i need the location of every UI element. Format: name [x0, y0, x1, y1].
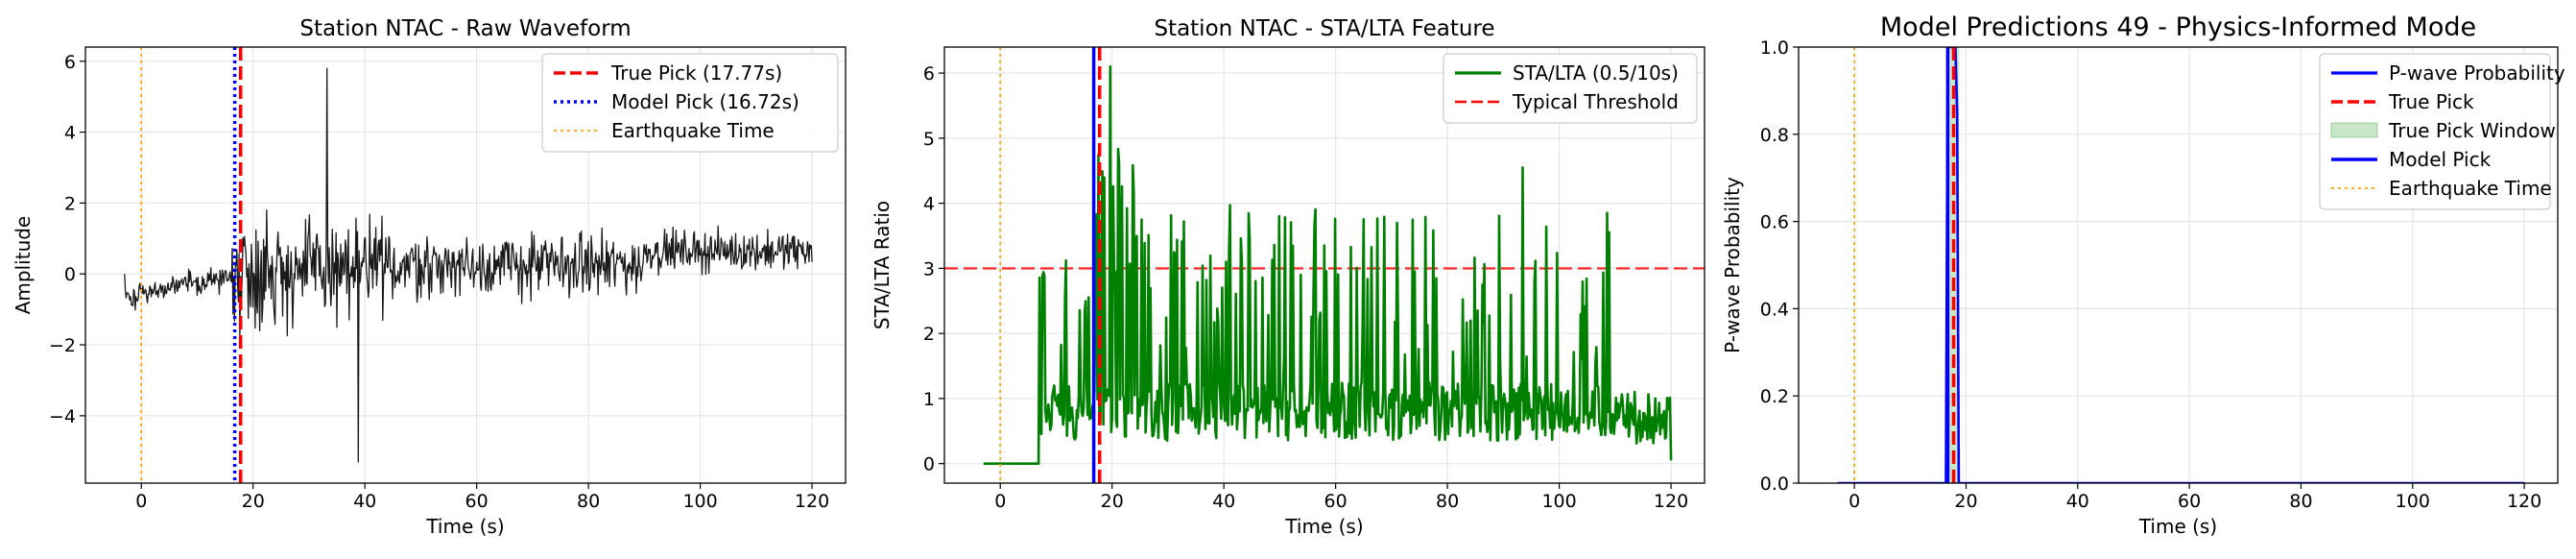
- x-axis-label: Time (s): [425, 515, 504, 538]
- sta-lta-panel: 0 20 40 60 80 100 120 0 1 2 3 4 5 6 Station NTAC - STA…: [871, 16, 1705, 538]
- waveform-panel: 0 20 40 60 80 100 120 −4 −2 0 2 4 6 Station NTAC - Ra…: [12, 16, 847, 538]
- y-tick-label: −4: [49, 406, 76, 427]
- y-tick-label: 0.6: [1760, 212, 1789, 233]
- legend-label: P-wave Probability: [2389, 61, 2565, 85]
- legend-label: Earthquake Time: [611, 119, 775, 142]
- axes-frame: [943, 46, 1705, 484]
- y-tick-label: 1.0: [1760, 37, 1789, 59]
- chart-title: Station NTAC - STA/LTA Feature: [1154, 16, 1494, 41]
- legend-swatch: [2330, 122, 2378, 138]
- legend-box: [541, 53, 839, 153]
- legend-label: Typical Threshold: [1512, 90, 1679, 113]
- y-tick-label: 5: [923, 129, 935, 150]
- x-tick-label: 0: [1849, 491, 1860, 512]
- legend-label: True Pick: [2388, 90, 2474, 113]
- y-tick-label: 6: [64, 52, 76, 73]
- x-tick-label: 120: [2507, 491, 2541, 512]
- x-tick-label: 80: [2289, 491, 2312, 512]
- x-tick-label: 100: [1541, 491, 1576, 512]
- legend-label: Model Pick: [2389, 148, 2492, 171]
- x-tick-label: 120: [1654, 491, 1688, 512]
- chart-title: Model Predictions 49 - Physics-Informed …: [1880, 12, 2476, 42]
- y-tick-label: −2: [49, 335, 76, 356]
- y-tick-label: 0.0: [1760, 474, 1789, 495]
- y-tick-label: 0: [64, 264, 76, 285]
- y-tick-label: 4: [923, 194, 935, 215]
- plot-area: [124, 47, 813, 483]
- axes-frame: [1798, 46, 2559, 484]
- chart-title: Station NTAC - Raw Waveform: [299, 16, 631, 41]
- y-tick-label: 6: [923, 63, 935, 85]
- legend-label: STA/LTA (0.5/10s): [1513, 61, 1679, 85]
- y-tick-label: 1: [923, 389, 935, 410]
- x-tick-label: 100: [682, 491, 717, 512]
- x-tick-label: 60: [2178, 491, 2201, 512]
- y-tick-label: 4: [64, 123, 76, 144]
- x-tick-label: 120: [795, 491, 829, 512]
- plot-area: [1837, 47, 2525, 483]
- x-tick-label: 20: [1101, 491, 1124, 512]
- plot-area: [944, 47, 1705, 483]
- series-line: [124, 67, 813, 463]
- legend-label: Model Pick (16.72s): [611, 90, 799, 113]
- x-tick-label: 60: [1324, 491, 1348, 512]
- x-tick-label: 80: [577, 491, 600, 512]
- x-tick-label: 20: [242, 491, 265, 512]
- x-tick-label: 40: [1212, 491, 1235, 512]
- legend-label: True Pick Window: [2388, 119, 2556, 142]
- y-axis-label: Amplitude: [12, 216, 35, 315]
- x-axis-label: Time (s): [1284, 515, 1363, 538]
- y-tick-label: 0.4: [1760, 299, 1789, 320]
- x-tick-label: 100: [2396, 491, 2430, 512]
- legend-label: True Pick (17.77s): [610, 61, 782, 85]
- legend-box: [1443, 53, 1698, 124]
- x-tick-label: 20: [1954, 491, 1977, 512]
- x-tick-label: 60: [465, 491, 489, 512]
- model-predictions-panel: 0 20 40 60 80 100 120 0.0 0.2 0.4 0.6 0.8 1.0 Model P…: [1721, 12, 2565, 538]
- y-tick-label: 0.8: [1760, 125, 1789, 146]
- x-tick-label: 40: [2066, 491, 2089, 512]
- x-tick-label: 80: [1436, 491, 1459, 512]
- y-tick-label: 0: [923, 454, 935, 475]
- x-tick-label: 40: [353, 491, 376, 512]
- y-tick-label: 3: [923, 258, 935, 280]
- y-tick-label: 2: [923, 324, 935, 345]
- legend-box: [2319, 53, 2551, 210]
- legend-label: Earthquake Time: [2389, 177, 2552, 200]
- y-axis-label: P-wave Probability: [1721, 177, 1744, 353]
- y-tick-label: 0.2: [1760, 386, 1789, 407]
- y-tick-label: 2: [64, 193, 76, 214]
- x-axis-label: Time (s): [2138, 515, 2217, 538]
- axes-frame: [84, 46, 847, 484]
- x-tick-label: 0: [135, 491, 147, 512]
- y-axis-label: STA/LTA Ratio: [871, 201, 894, 329]
- series-line: [983, 65, 1673, 465]
- x-tick-label: 0: [994, 491, 1006, 512]
